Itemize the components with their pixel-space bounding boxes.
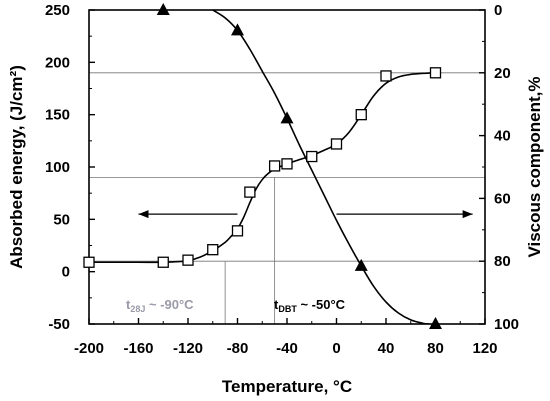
energy-point-12 xyxy=(429,67,442,79)
t28j-subscript: 28J xyxy=(130,304,145,314)
arrow-right-head xyxy=(462,210,473,219)
y-right-tick-label: 0 xyxy=(494,2,502,19)
x-tick-label: -160 xyxy=(123,340,153,357)
arrow-left-head xyxy=(138,210,149,219)
energy-point-8 xyxy=(306,150,318,163)
x-tick-label: -40 xyxy=(276,340,298,357)
y-left-tick-label: 200 xyxy=(45,54,70,71)
y-left-tick-label: 50 xyxy=(53,211,70,228)
x-tick-label: 40 xyxy=(378,340,395,357)
tdbt-value: ~ -50°C xyxy=(297,297,346,312)
temperature-marker-lines xyxy=(224,177,276,324)
axis-labels: Temperature, °C Absorbed energy, (J/cm²) V… xyxy=(7,65,544,396)
y-left-tick-label: 250 xyxy=(45,2,70,19)
series-curves xyxy=(89,10,436,324)
energy-point-4 xyxy=(231,225,244,237)
energy-point-11 xyxy=(380,70,392,82)
axis-ticks: -200 -160 -120 -80 -40 0 40 80 120 -50 0 50 100 150 20… xyxy=(45,2,519,357)
viscous-point-2 xyxy=(280,111,294,124)
x-axis-title: Temperature, °C xyxy=(222,377,352,396)
t28j-annotation: t28J ~ -90°C xyxy=(126,297,194,314)
viscous-point-0 xyxy=(156,3,170,15)
y-left-tick-label: -50 xyxy=(48,316,70,333)
y-right-tick-label: 60 xyxy=(494,190,511,207)
energy-point-1 xyxy=(157,256,169,268)
tdbt-subscript: DBT xyxy=(278,304,297,314)
viscous-point-3 xyxy=(354,258,368,271)
tdbt-main: t xyxy=(274,297,279,312)
y-right-tick-label: 100 xyxy=(494,316,519,333)
x-tick-label: 0 xyxy=(332,340,340,357)
y-left-tick-label: 100 xyxy=(45,159,70,176)
x-tick-label: 120 xyxy=(472,340,497,357)
energy-point-5 xyxy=(244,186,256,198)
direction-arrows xyxy=(138,210,473,219)
series-0-curve xyxy=(89,72,436,264)
viscous-point-4 xyxy=(429,317,442,329)
x-tick-label: -200 xyxy=(74,340,104,357)
tdbt-annotation: tDBT ~ -50°C xyxy=(274,297,346,314)
series-points xyxy=(83,3,442,329)
energy-point-0 xyxy=(83,256,95,268)
y-left-axis-title: Absorbed energy, (J/cm²) xyxy=(7,65,26,269)
x-tick-label: -80 xyxy=(227,340,249,357)
energy-point-3 xyxy=(207,244,219,256)
y-right-tick-label: 80 xyxy=(494,253,511,270)
energy-point-7 xyxy=(281,158,293,170)
energy-point-10 xyxy=(355,109,367,121)
y-right-tick-label: 20 xyxy=(494,65,511,82)
x-tick-label: -120 xyxy=(173,340,203,357)
y-left-tick-label: 0 xyxy=(62,264,70,281)
energy-point-6 xyxy=(268,160,281,172)
energy-point-9 xyxy=(330,138,343,150)
t28j-value: ~ -90°C xyxy=(145,297,194,312)
series-1-curve xyxy=(212,10,430,324)
y-right-tick-label: 40 xyxy=(494,128,511,145)
y-left-tick-label: 150 xyxy=(45,107,70,124)
x-tick-label: 80 xyxy=(427,340,444,357)
y-right-axis-title: Viscous component,% xyxy=(525,76,544,257)
energy-point-2 xyxy=(182,254,194,266)
t28j-main: t xyxy=(126,297,131,312)
viscous-point-1 xyxy=(231,23,244,36)
